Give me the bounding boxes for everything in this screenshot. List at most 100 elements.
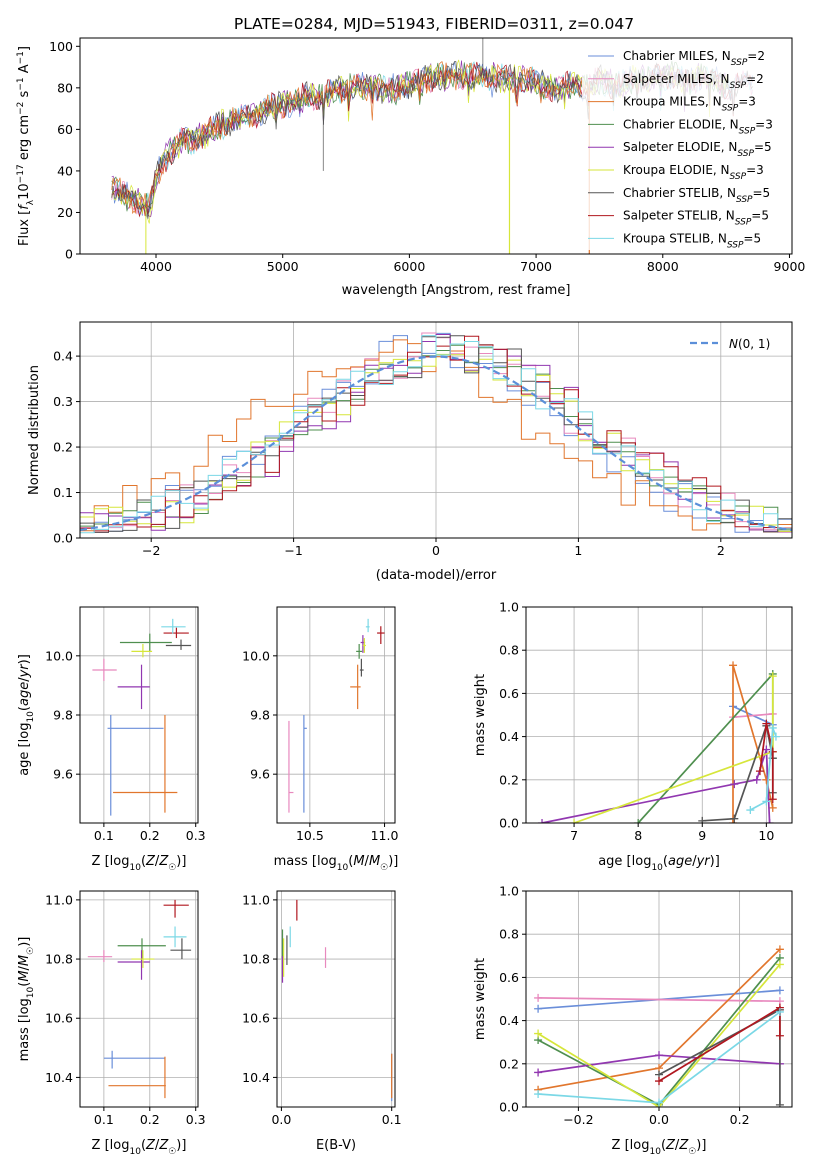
tick-label-x: 9000 xyxy=(774,259,806,274)
series-marker xyxy=(768,795,777,804)
series-marker xyxy=(746,806,755,815)
series-marker xyxy=(771,732,780,741)
series-line xyxy=(637,671,774,823)
series-line xyxy=(541,749,771,823)
tick-label-y: 0 xyxy=(65,247,73,262)
panels: 4000 5000 6000 7000 8000 9000020406080100Chab… xyxy=(16,37,806,1157)
y-axis-label: age [log10(age/yr)] xyxy=(17,654,36,776)
legend-label: Salpeter STELIB, NSSP=5 xyxy=(623,209,769,228)
tick-label-x: −2 xyxy=(142,543,160,558)
series-marker xyxy=(655,1077,663,1086)
tick-label-x: 7000 xyxy=(520,259,552,274)
plot-area xyxy=(534,945,784,1107)
x-axis-label: age [log10(age/yr)] xyxy=(598,854,720,873)
x-axis-label: (data-model)/error xyxy=(376,568,497,583)
tick-label-y: 0.2 xyxy=(499,1056,519,1071)
series-marker xyxy=(775,1031,784,1040)
series-marker xyxy=(768,803,777,812)
y-axis-label: Normed distribution xyxy=(27,365,42,495)
tick-label-y: 1.0 xyxy=(499,884,519,899)
tick-label-x: 11.0 xyxy=(371,828,399,843)
tick-label-x: 0.3 xyxy=(186,1112,206,1127)
tick-label-y: 10.0 xyxy=(242,648,270,663)
axes-frame xyxy=(79,890,199,1108)
panel-residual-distribution: −2 −1 0 1 2 0.0 0.1 0.2 0.3 0.4 N(0, 1) (data-model… xyxy=(27,321,793,583)
tick-label-x: 0.1 xyxy=(382,1112,402,1127)
tick-label-y: 11.0 xyxy=(45,892,73,907)
plot-area xyxy=(92,618,192,816)
tick-label-y: 0.1 xyxy=(53,485,73,500)
tick-label-y: 10.6 xyxy=(45,1011,73,1026)
plot-area xyxy=(538,661,780,823)
legend-label: Chabrier STELIB, NSSP=5 xyxy=(623,186,770,205)
tick-label-y: 0.4 xyxy=(499,729,519,744)
y-axis-label: mass [log10(M/M☉)] xyxy=(17,937,36,1062)
tick-label-x: 10.5 xyxy=(296,828,324,843)
series-marker xyxy=(698,816,707,823)
spectrum-line xyxy=(111,61,589,215)
legend-label: N(0, 1) xyxy=(729,337,770,351)
histogram-step xyxy=(80,335,792,534)
axes-frame xyxy=(79,37,793,255)
panel-age-vs-mass-weight: 7 8 9 10 0.0 0.2 0.4 0.6 0.8 1.0 age [log10(age/yr… xyxy=(473,600,793,873)
tick-label-y: 9.8 xyxy=(53,708,73,723)
tick-label-y: 0.8 xyxy=(499,927,519,942)
tick-label-x: 8000 xyxy=(647,259,679,274)
tick-label-y: 0.0 xyxy=(499,1100,519,1115)
series-line xyxy=(732,713,773,719)
series-marker xyxy=(634,819,643,823)
legend-label: Salpeter MILES, NSSP=2 xyxy=(623,72,764,91)
series-marker xyxy=(775,986,784,995)
panel-mass-vs-age: 10.5 11.0 9.6 9.8 10.0 mass [log10(M/M☉)] xyxy=(242,606,399,873)
series-marker xyxy=(534,1068,543,1077)
tick-label-y: 10.8 xyxy=(242,952,270,967)
tick-label-x: 0.1 xyxy=(94,1112,114,1127)
series-marker xyxy=(534,1090,543,1099)
tick-label-y: 0.6 xyxy=(499,970,519,985)
legend: N(0, 1) xyxy=(690,337,770,351)
tick-label-x: 5000 xyxy=(267,259,299,274)
tick-label-x: 0.2 xyxy=(140,828,160,843)
tick-label-x: −0.2 xyxy=(563,1112,593,1127)
tick-label-y: 10.6 xyxy=(242,1011,270,1026)
x-axis-label: Z [log10(Z/Z☉)] xyxy=(92,854,187,873)
series-marker xyxy=(762,797,771,806)
series-marker xyxy=(534,1004,543,1013)
legend-label: Kroupa STELIB, NSSP=5 xyxy=(623,231,761,250)
tick-label-y: 0.8 xyxy=(499,643,519,658)
series-marker xyxy=(765,819,774,823)
series-marker xyxy=(655,1051,663,1060)
series-marker xyxy=(730,814,739,823)
series-marker xyxy=(570,819,579,823)
tick-label-y: 60 xyxy=(57,122,73,137)
plot-area xyxy=(281,899,393,1102)
tick-label-x: 10 xyxy=(758,828,774,843)
tick-label-y: 0.4 xyxy=(499,1013,519,1028)
tick-label-y: 11.0 xyxy=(242,892,270,907)
plot-area xyxy=(87,899,192,1099)
tick-label-y: 10.4 xyxy=(242,1070,270,1085)
series-marker xyxy=(538,819,547,823)
tick-label-x: 0.0 xyxy=(271,1112,291,1127)
axes-frame xyxy=(276,890,396,1108)
tick-label-x: 6000 xyxy=(393,259,425,274)
x-axis-label: mass [log10(M/M☉)] xyxy=(274,854,399,873)
series-marker xyxy=(730,780,739,789)
normal-curve xyxy=(80,355,792,532)
histogram-step xyxy=(80,353,792,532)
legend-label: Kroupa MILES, NSSP=3 xyxy=(623,95,756,114)
tick-label-y: 0.2 xyxy=(53,440,73,455)
series-marker xyxy=(775,945,784,954)
series-marker xyxy=(752,775,761,784)
series-marker xyxy=(729,661,738,670)
tick-label-y: 40 xyxy=(57,163,73,178)
tick-label-y: 10.8 xyxy=(45,952,73,967)
legend-label: Chabrier ELODIE, NSSP=3 xyxy=(623,117,773,136)
tick-label-y: 10.0 xyxy=(45,648,73,663)
series-marker xyxy=(768,723,777,732)
tick-label-y: 9.6 xyxy=(250,767,270,782)
figure-title: PLATE=0284, MJD=51943, FIBERID=0311, z=0… xyxy=(234,15,634,33)
tick-label-y: 80 xyxy=(57,80,73,95)
tick-label-y: 0.0 xyxy=(53,531,73,546)
y-axis-label: Flux [fλ10−17 erg cm−2 s−1 A−1] xyxy=(16,46,36,246)
